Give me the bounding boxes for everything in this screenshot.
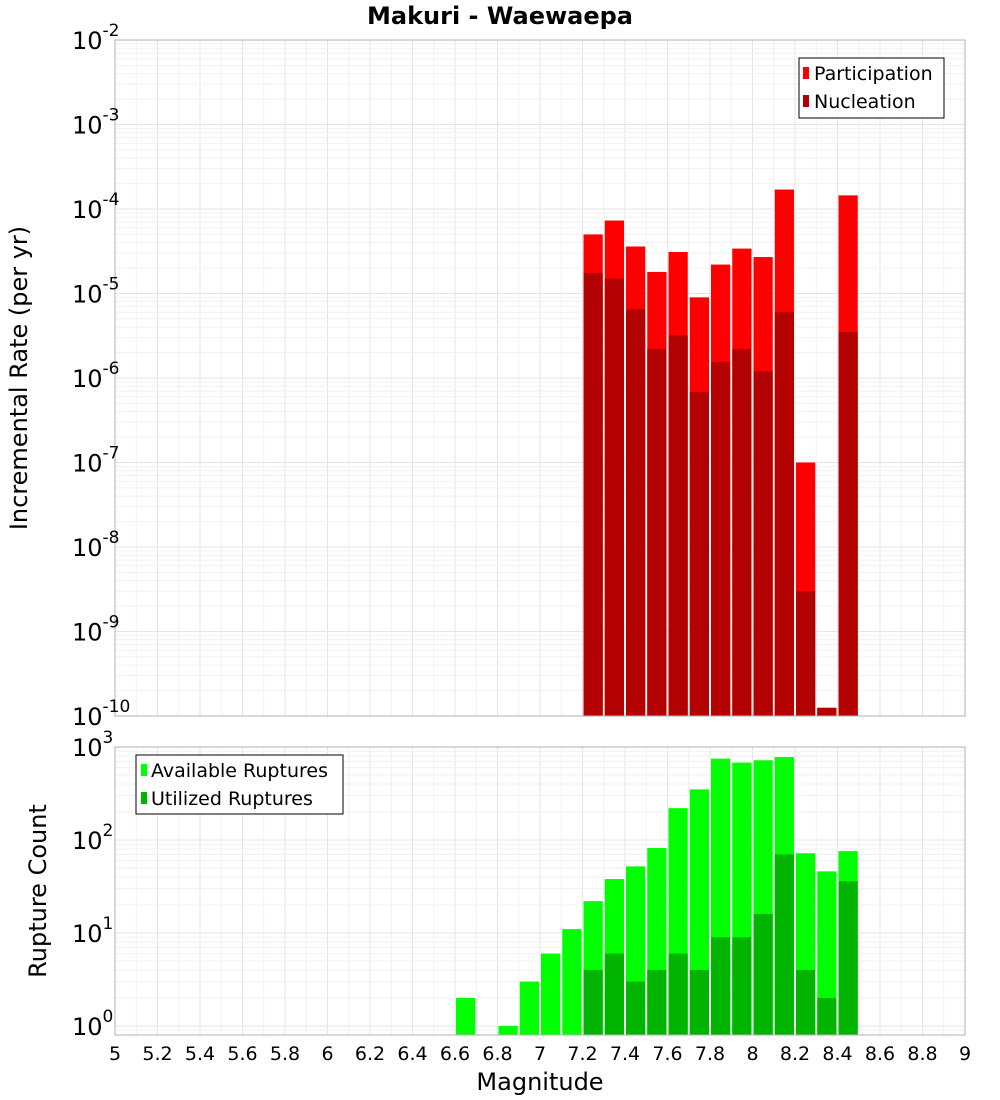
- bar-nucleation: [796, 591, 816, 716]
- bar-nucleation: [668, 335, 688, 716]
- bar-available-ruptures: [817, 871, 837, 1035]
- bar-utilized-ruptures: [689, 969, 709, 1035]
- rate-plot-frame: [114, 39, 966, 717]
- legend-swatch-participation: [803, 67, 809, 79]
- bar-utilized-ruptures: [753, 914, 773, 1035]
- rupture-plot-legend: Available Ruptures Utilized Ruptures: [135, 754, 344, 815]
- rupture-plot-bars: [456, 757, 858, 1035]
- legend-label-utilized-ruptures: Utilized Ruptures: [151, 788, 313, 810]
- y-tick-label: 10-2: [72, 21, 120, 55]
- rate-plot-grid: [115, 39, 965, 717]
- bar-available-ruptures: [498, 1025, 518, 1035]
- rupture-plot-y-axis-title: Rupture Count: [24, 804, 52, 978]
- y-tick-label: 103: [72, 728, 113, 762]
- x-tick-label: 8.2: [780, 1043, 810, 1065]
- rate-plot-legend: Participation Nucleation: [798, 57, 945, 119]
- bar-nucleation: [711, 361, 731, 716]
- bar-nucleation: [626, 309, 646, 716]
- x-tick-label: 6.2: [355, 1043, 385, 1065]
- x-tick-label: 6.4: [397, 1043, 427, 1065]
- y-tick-label: 10-3: [72, 106, 120, 140]
- x-tick-label: 8.8: [907, 1043, 937, 1065]
- bar-available-ruptures: [541, 953, 561, 1035]
- y-tick-label: 10-9: [72, 613, 120, 647]
- x-tick-label: 5.2: [142, 1043, 172, 1065]
- bar-utilized-ruptures: [817, 997, 837, 1035]
- bar-utilized-ruptures: [838, 881, 858, 1035]
- legend-label-participation: Participation: [814, 63, 933, 85]
- legend-swatch-nucleation: [803, 95, 809, 107]
- x-tick-label: 7.4: [610, 1043, 640, 1065]
- bar-utilized-ruptures: [774, 854, 794, 1035]
- bar-nucleation: [604, 278, 624, 716]
- rate-plot-y-ticks: 10-10 10-9 10-8 10-7 10-6 10-5 10-4 10-3 10-2: [72, 21, 130, 731]
- legend-label-available-ruptures: Available Ruptures: [151, 760, 328, 782]
- x-tick-label: 8: [746, 1043, 758, 1065]
- x-tick-label: 6.6: [440, 1043, 470, 1065]
- bar-utilized-ruptures: [647, 969, 667, 1035]
- x-tick-label: 6: [321, 1043, 333, 1065]
- x-tick-label: 9: [959, 1043, 971, 1065]
- y-tick-label: 10-6: [72, 359, 120, 393]
- bar-nucleation: [732, 349, 752, 716]
- rate-plot-panel: 10-10 10-9 10-8 10-7 10-6 10-5 10-4 10-3 10-2 In…: [5, 21, 966, 731]
- bar-utilized-ruptures: [583, 969, 603, 1035]
- bar-nucleation: [774, 312, 794, 716]
- x-tick-label: 5.4: [185, 1043, 215, 1065]
- bar-utilized-ruptures: [796, 969, 816, 1035]
- rupture-plot-frame: [114, 746, 966, 1036]
- bar-nucleation: [817, 707, 837, 716]
- x-tick-label: 7.8: [695, 1043, 725, 1065]
- rate-legend-box: [798, 57, 945, 119]
- x-tick-label: 7.6: [652, 1043, 682, 1065]
- x-tick-label: 7.2: [567, 1043, 597, 1065]
- bar-available-ruptures: [519, 981, 539, 1035]
- bar-available-ruptures: [562, 929, 582, 1035]
- bar-utilized-ruptures: [626, 981, 646, 1035]
- y-tick-label: 10-8: [72, 528, 120, 562]
- x-axis-ticks: 5 5.2 5.4 5.6 5.8 6 6.2 6.4 6.6 6.8 7 7.2 7.4 7.6 7.8 8…: [109, 1043, 971, 1065]
- x-tick-label: 5.8: [270, 1043, 300, 1065]
- legend-label-nucleation: Nucleation: [814, 91, 916, 113]
- x-axis-title: Magnitude: [476, 1068, 603, 1096]
- bar-utilized-ruptures: [668, 953, 688, 1035]
- y-tick-label: 10-7: [72, 444, 120, 478]
- rupture-plot-y-ticks: 100 101 102 103: [72, 728, 113, 1041]
- bar-utilized-ruptures: [604, 953, 624, 1035]
- chart-title: Makuri - Waewaepa: [367, 2, 633, 30]
- y-tick-label: 101: [72, 914, 113, 948]
- rate-plot-y-axis-title: Incremental Rate (per yr): [5, 226, 33, 530]
- x-tick-label: 7: [534, 1043, 546, 1065]
- y-tick-label: 100: [72, 1007, 113, 1041]
- y-tick-label: 10-10: [72, 697, 130, 731]
- x-tick-label: 5: [109, 1043, 121, 1065]
- bar-utilized-ruptures: [732, 937, 752, 1035]
- bar-nucleation: [647, 349, 667, 716]
- bar-nucleation: [838, 332, 858, 716]
- rupture-legend-box: [135, 754, 344, 815]
- x-tick-label: 6.8: [482, 1043, 512, 1065]
- y-tick-label: 10-5: [72, 275, 120, 309]
- legend-swatch-utilized-ruptures: [141, 792, 147, 804]
- y-tick-label: 102: [72, 821, 113, 855]
- bar-utilized-ruptures: [711, 937, 731, 1035]
- y-tick-label: 10-4: [72, 190, 120, 224]
- x-tick-label: 5.6: [227, 1043, 257, 1065]
- bar-nucleation: [753, 371, 773, 716]
- x-tick-label: 8.6: [865, 1043, 895, 1065]
- rate-plot-bars: [583, 189, 858, 717]
- legend-swatch-available-ruptures: [141, 764, 147, 776]
- rupture-plot-panel: 100 101 102 103 5 5.2 5.4 5.6 5.8 6 6.2 6.4 6.6 6.8 7…: [24, 728, 971, 1096]
- x-tick-label: 8.4: [822, 1043, 852, 1065]
- bar-available-ruptures: [456, 997, 476, 1035]
- bar-nucleation: [689, 392, 709, 716]
- bar-nucleation: [583, 272, 603, 716]
